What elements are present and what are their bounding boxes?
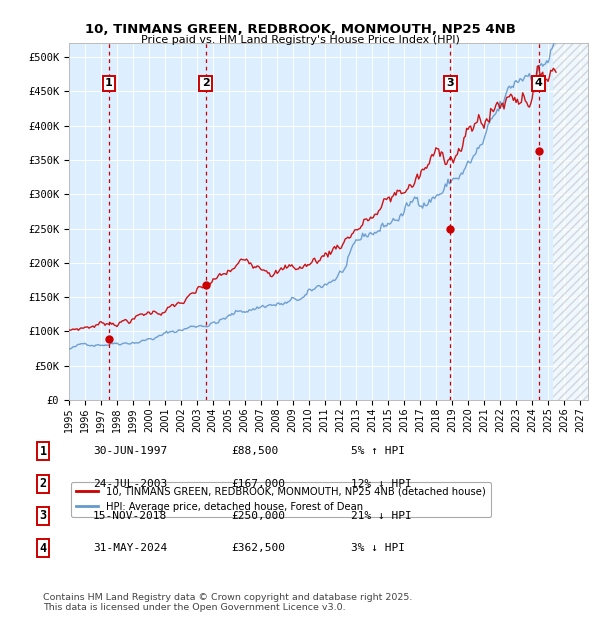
Text: 21% ↓ HPI: 21% ↓ HPI xyxy=(351,511,412,521)
Text: £88,500: £88,500 xyxy=(231,446,278,456)
Text: 12% ↓ HPI: 12% ↓ HPI xyxy=(351,479,412,489)
Text: 4: 4 xyxy=(535,78,543,88)
Text: 1: 1 xyxy=(40,445,47,458)
Text: £362,500: £362,500 xyxy=(231,543,285,553)
Text: 3: 3 xyxy=(40,510,47,522)
Text: 24-JUL-2003: 24-JUL-2003 xyxy=(93,479,167,489)
Text: 1: 1 xyxy=(105,78,113,88)
Text: Contains HM Land Registry data © Crown copyright and database right 2025.
This d: Contains HM Land Registry data © Crown c… xyxy=(43,593,413,612)
Legend: 10, TINMANS GREEN, REDBROOK, MONMOUTH, NP25 4NB (detached house), HPI: Average p: 10, TINMANS GREEN, REDBROOK, MONMOUTH, N… xyxy=(71,482,491,516)
Text: 30-JUN-1997: 30-JUN-1997 xyxy=(93,446,167,456)
Text: 4: 4 xyxy=(40,542,47,554)
Bar xyxy=(553,43,588,400)
Text: 3% ↓ HPI: 3% ↓ HPI xyxy=(351,543,405,553)
Text: 2: 2 xyxy=(40,477,47,490)
Text: £250,000: £250,000 xyxy=(231,511,285,521)
Text: 3: 3 xyxy=(446,78,454,88)
Text: 10, TINMANS GREEN, REDBROOK, MONMOUTH, NP25 4NB: 10, TINMANS GREEN, REDBROOK, MONMOUTH, N… xyxy=(85,23,515,36)
Text: Price paid vs. HM Land Registry's House Price Index (HPI): Price paid vs. HM Land Registry's House … xyxy=(140,35,460,45)
Text: £167,000: £167,000 xyxy=(231,479,285,489)
Text: 5% ↑ HPI: 5% ↑ HPI xyxy=(351,446,405,456)
Text: 15-NOV-2018: 15-NOV-2018 xyxy=(93,511,167,521)
Text: 2: 2 xyxy=(202,78,209,88)
Text: 31-MAY-2024: 31-MAY-2024 xyxy=(93,543,167,553)
